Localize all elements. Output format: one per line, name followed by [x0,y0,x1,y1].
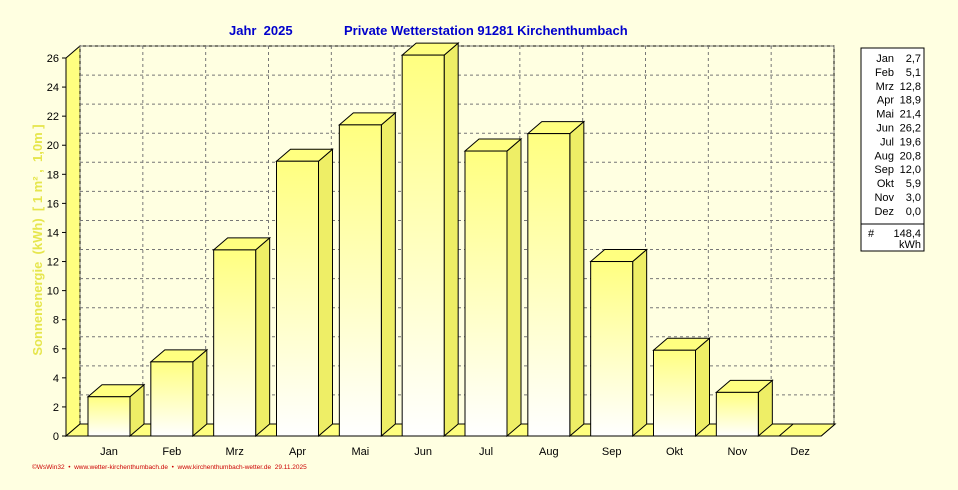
y-tick-label: 12 [47,257,59,269]
bar-front-face [653,349,696,437]
plot-left-wall [65,44,81,438]
year-label: Jahr 2025 [229,23,293,38]
legend-total-symbol: # [868,228,875,240]
legend-month: Mai [876,109,894,121]
bar-front-face [401,54,445,437]
x-tick-label: Nov [728,446,748,458]
legend-value: 2,7 [906,53,921,65]
bar-front-face [464,150,508,437]
bar-front-face [276,160,319,437]
legend-box [860,47,925,252]
bar-mai [337,111,397,438]
bar-sep [589,248,649,438]
legend-value: 18,9 [900,95,921,107]
legend-value: 21,4 [900,109,921,121]
y-tick-label: 26 [47,53,59,65]
x-tick-label: Jul [479,446,493,458]
y-tick-label: 10 [47,286,59,298]
bar-side-face [443,42,459,438]
y-tick-label: 14 [47,227,59,239]
bar-feb [149,348,209,438]
legend-month: Sep [874,164,894,176]
bar-mrz [212,236,272,438]
x-tick-label: Mrz [226,446,244,458]
bar-side-face [632,248,648,438]
bar-side-face [192,348,208,438]
x-tick-label: Mai [351,446,369,458]
legend-month: Mrz [876,81,894,93]
legend-total-unit: kWh [899,239,921,251]
legend-month: Feb [875,67,894,79]
x-tick-label: Feb [162,446,181,458]
bar-side-face [506,137,522,438]
x-tick-label: Dez [790,446,810,458]
bar-nov [714,379,774,438]
y-tick-label: 8 [53,315,59,327]
bar-side-face [255,236,271,438]
legend-month: Jan [876,53,894,65]
bar-side-face [569,120,585,438]
bar-jan [86,383,146,438]
legend-value: 12,8 [900,81,921,93]
legend-value: 19,6 [900,136,921,148]
bar-okt [652,337,711,438]
x-tick-label: Jun [414,446,432,458]
footer-credit: ©WsWin32 • www.wetter-kirchenthumbach.de… [32,463,307,471]
bar-front-face [527,133,571,437]
legend-value: 0,0 [906,206,921,218]
y-tick-label: 18 [47,169,59,181]
legend-value: 5,1 [906,67,921,79]
bar-side-face [380,111,396,438]
bar-side-face [318,148,333,438]
legend-value: 5,9 [906,178,921,190]
legend-month: Aug [874,150,894,162]
bar-front-face [590,261,634,437]
bar-front-face [87,396,131,437]
y-tick-label: 4 [53,373,59,385]
bar-front-face [150,361,194,437]
legend-month: Dez [874,206,894,218]
x-tick-label: Okt [666,446,683,458]
x-tick-label: Sep [602,446,622,458]
bar-jun [400,42,460,438]
y-tick-label: 22 [47,111,59,123]
bar-top-face [777,423,837,437]
y-tick-label: 0 [53,431,59,443]
y-tick-label: 6 [53,344,59,356]
legend-month: Nov [874,192,894,204]
y-tick-label: 16 [47,198,59,210]
bar-front-face [715,391,759,437]
y-tick-label: 24 [47,82,59,94]
bar-jul [463,137,523,438]
legend-month: Jun [876,123,894,135]
legend-value: 3,0 [906,192,921,204]
y-tick-label: 20 [47,140,59,152]
legend-value: 26,2 [900,123,921,135]
y-axis-label: Sonnenenergie (kWh) [ 1 m² , 1,0m ] [30,124,45,355]
bar-series [86,42,837,438]
bar-front-face [338,124,382,437]
station-title: Private Wetterstation 91281 Kirchenthumb… [344,23,628,38]
legend-month: Apr [877,95,894,107]
legend-total-value: 148,4 [893,228,921,240]
bar-dez [777,423,837,437]
bar-side-face [695,337,710,438]
bar-apr [275,148,334,438]
legend-month: Okt [877,178,894,190]
legend: Jan 2,7 Feb 5,1 Mrz 12,8 Apr 18,9 Mai 21,4 Jun 26,2… [860,47,925,252]
x-tick-label: Aug [539,446,559,458]
legend-value: 12,0 [900,164,921,176]
y-tick-label: 2 [53,402,59,414]
legend-value: 20,8 [900,150,921,162]
bar-aug [526,120,586,438]
x-tick-label: Jan [100,446,118,458]
x-tick-label: Apr [289,446,306,458]
x-axis-labels: Jan Feb Mrz Apr Mai Jun Jul Aug Sep Okt Nov Dez [100,446,810,458]
bar-front-face [213,249,257,437]
legend-rows: Jan 2,7 Feb 5,1 Mrz 12,8 Apr 18,9 Mai 21,4 Jun 26,2… [874,53,921,218]
legend-month: Jul [880,136,894,148]
